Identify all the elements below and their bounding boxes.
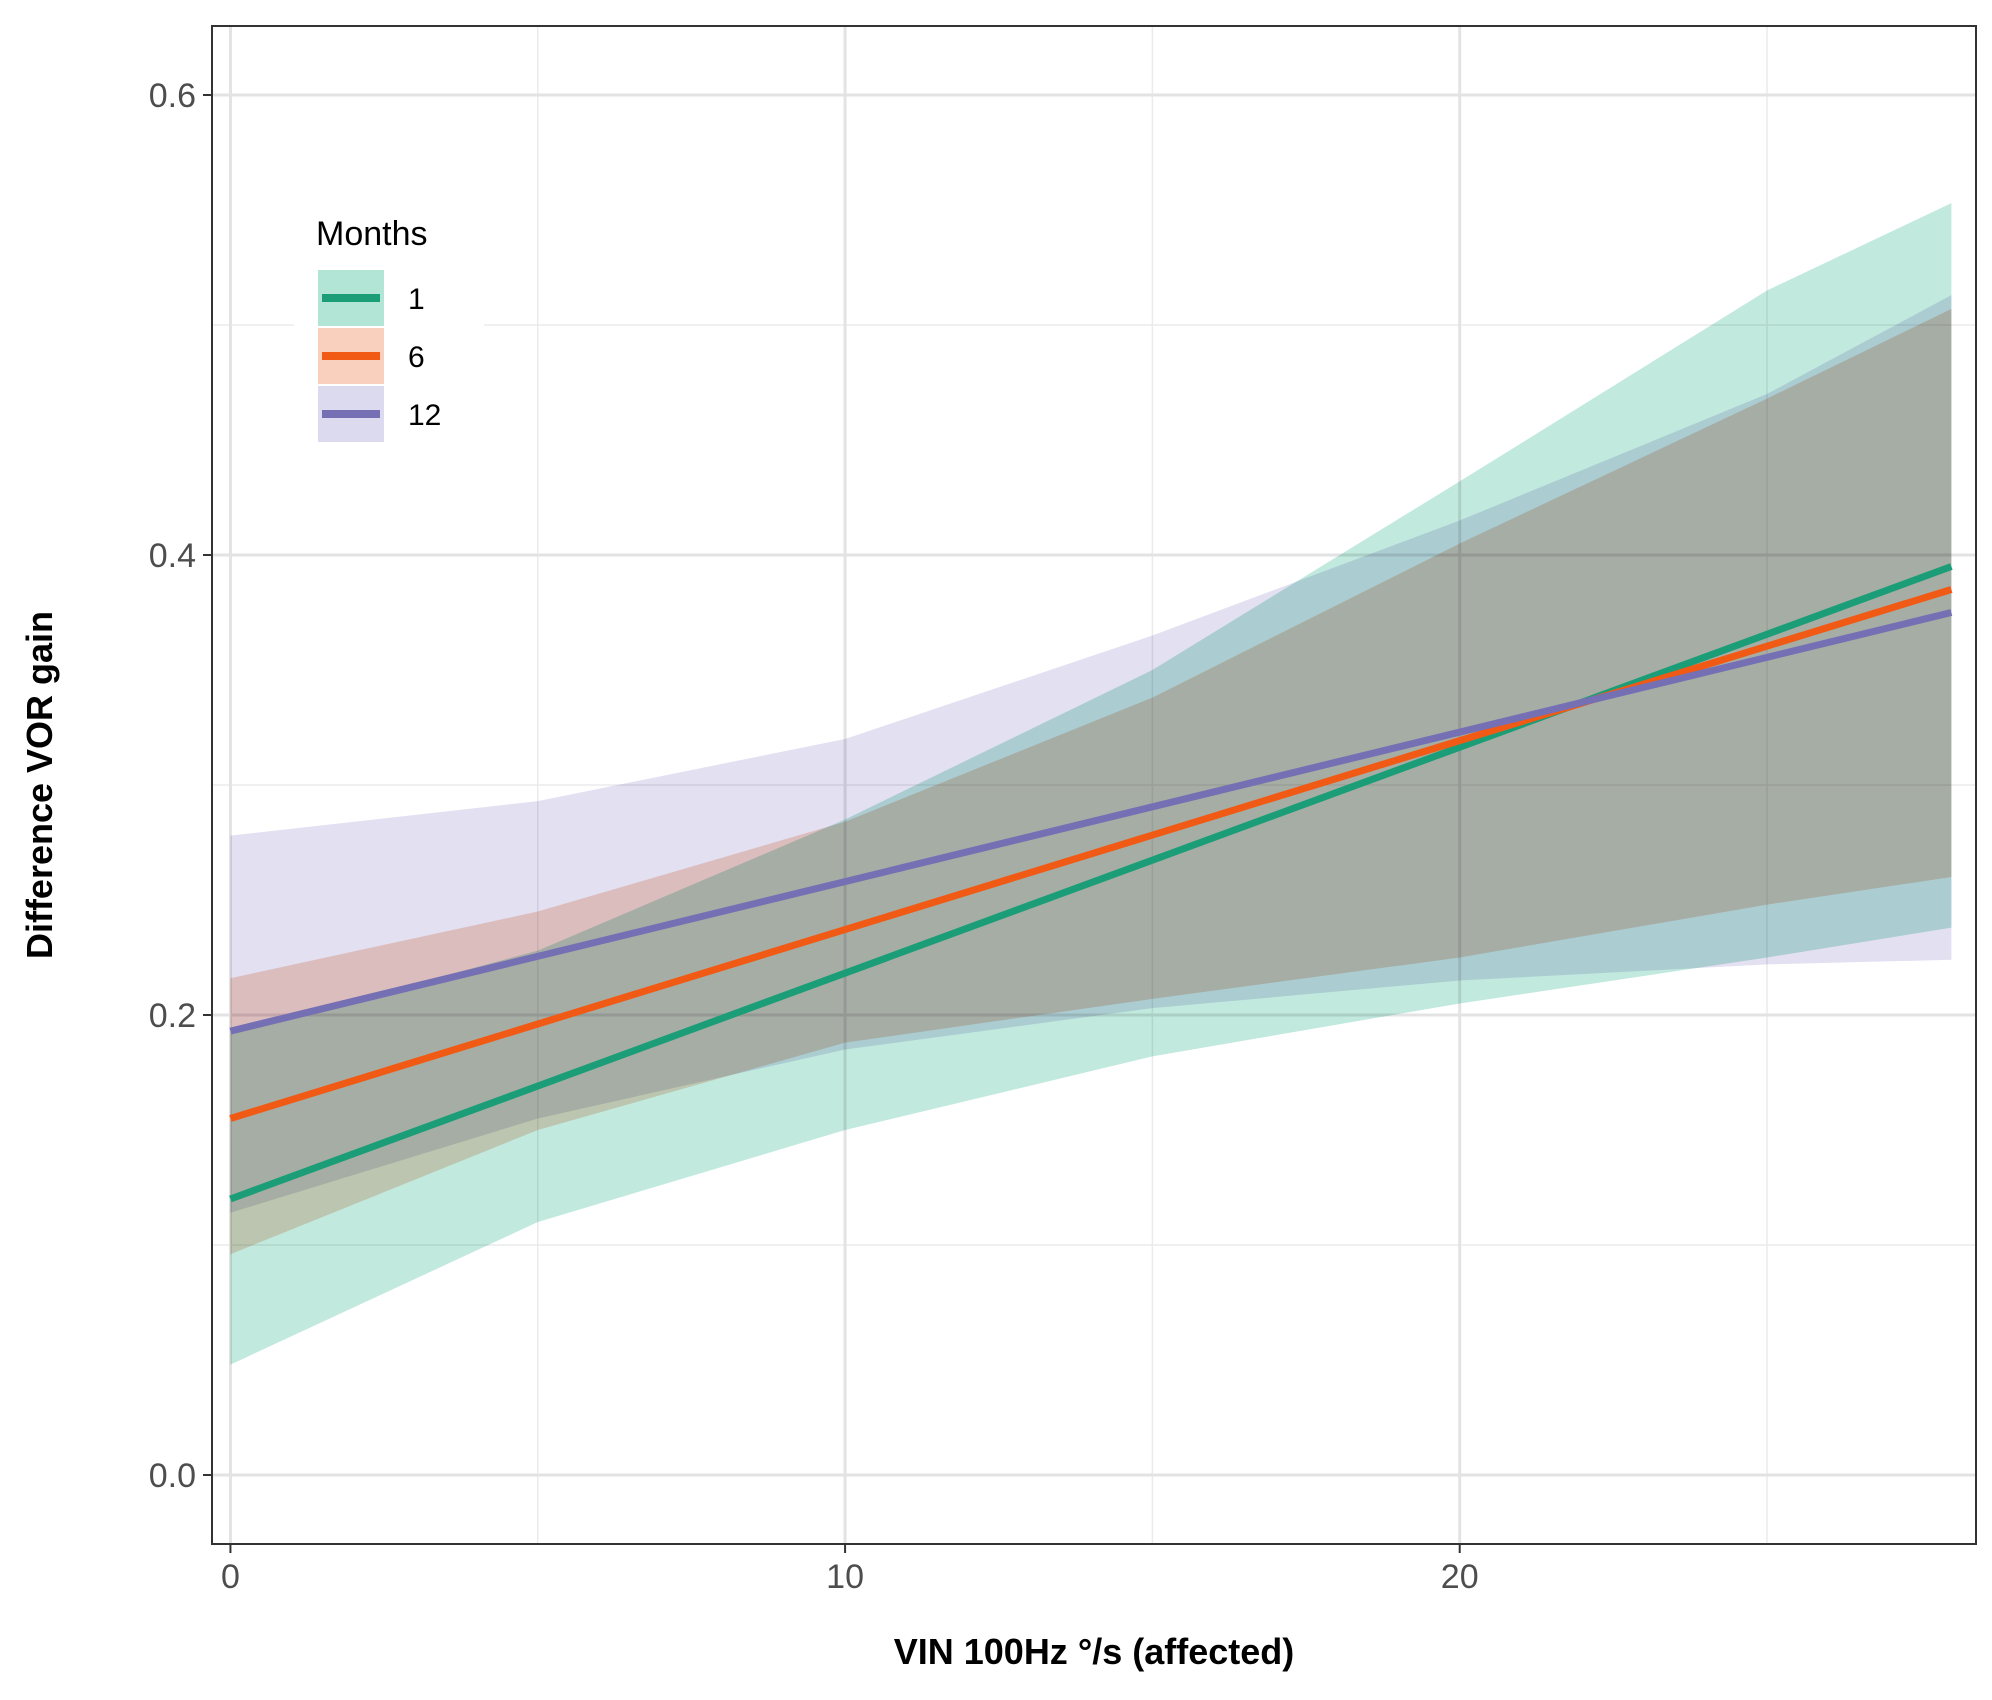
confidence-band-1 <box>230 203 1952 1365</box>
y-axis-title: Difference VOR gain <box>19 611 60 959</box>
series-line-12 <box>229 609 1953 1035</box>
y-tick-label: 0.2 <box>149 997 196 1035</box>
y-tick-label: 0.4 <box>149 537 196 575</box>
legend-title: Months <box>316 215 428 253</box>
y-tick-label: 0.0 <box>149 1457 196 1495</box>
legend-label-12: 12 <box>408 399 441 432</box>
series-line-6 <box>229 586 1953 1122</box>
x-axis: 0 10 20 <box>221 1544 1479 1596</box>
y-tick-label: 0.6 <box>149 77 196 115</box>
legend-label-1: 1 <box>408 283 425 316</box>
y-axis: 0.0 0.2 0.4 0.6 <box>149 77 212 1495</box>
x-tick-label: 0 <box>221 1558 240 1596</box>
x-axis-title: VIN 100Hz °/s (affected) <box>894 1631 1295 1672</box>
series-lines <box>229 563 1953 1203</box>
plot-panel-border <box>211 25 1977 1545</box>
x-tick-label: 10 <box>826 1558 864 1596</box>
legend-label-6: 6 <box>408 341 425 374</box>
x-tick-label: 20 <box>1441 1558 1479 1596</box>
series-line-1 <box>229 563 1953 1203</box>
